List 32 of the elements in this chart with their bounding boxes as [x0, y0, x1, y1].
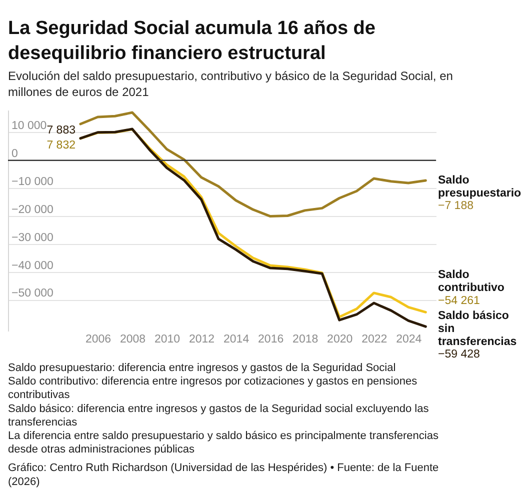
y-tick-label: 0 — [12, 148, 18, 160]
x-tick-label: 2022 — [362, 334, 388, 346]
x-tick-label: 2016 — [258, 334, 284, 346]
data-label: 7 832 — [46, 139, 76, 152]
series-label: Saldo contributivo — [438, 269, 504, 294]
y-tick-label: −50 000 — [12, 288, 54, 300]
data-label: −54 261 — [438, 294, 480, 307]
y-tick-label: −40 000 — [12, 260, 54, 272]
y-tick-label: 10 000 — [12, 120, 47, 132]
chart-subtitle: Evolución del saldo presupuestario, contributivo y básico de la Seguridad Social, en millones de euros de 2021 — [8, 69, 453, 99]
x-tick-label: 2006 — [85, 334, 112, 346]
x-tick-label: 2008 — [120, 334, 146, 346]
data-label: −59 428 — [438, 348, 480, 361]
text: Saldo básico: diferencia entre ingresos y gastos de la Seguridad social excluyendo las transferencias — [8, 402, 430, 428]
x-tick-label: 2012 — [188, 334, 215, 346]
x-tick-label: 2020 — [327, 334, 353, 346]
y-tick-label: −30 000 — [12, 232, 54, 244]
x-tick-label: 2010 — [154, 334, 180, 346]
x-tick-label: 2024 — [396, 334, 422, 346]
series-label: Saldo básico sin transferencias — [438, 310, 517, 348]
y-tick-label: −20 000 — [12, 204, 54, 216]
text: La diferencia entre saldo presupuestario y saldo básico es principalmente transferencias desde otras administraciones públicas — [8, 430, 439, 456]
chart-title: La Seguridad Social acumula 16 años de desequilibrio financiero estructural — [8, 18, 376, 64]
x-tick-label: 2018 — [292, 334, 318, 346]
data-label: −7 188 — [438, 200, 474, 212]
x-tick-label: 2014 — [224, 334, 250, 346]
text: Gráfico: Centro Ruth Richardson (Universidad de las Hespérides) • Fuente: de la Fuente (2026) — [8, 462, 439, 488]
text: Saldo contributivo: diferencia entre ingresos por cotizaciones y gastos en pensiones contributivas — [8, 376, 418, 402]
y-tick-label: −10 000 — [12, 176, 54, 188]
series-label: Saldo presupuestario — [438, 174, 521, 200]
text: Saldo presupuestario: diferencia entre ingresos y gastos de la Seguridad Social — [8, 362, 396, 374]
data-label: 7 883 — [46, 124, 76, 136]
